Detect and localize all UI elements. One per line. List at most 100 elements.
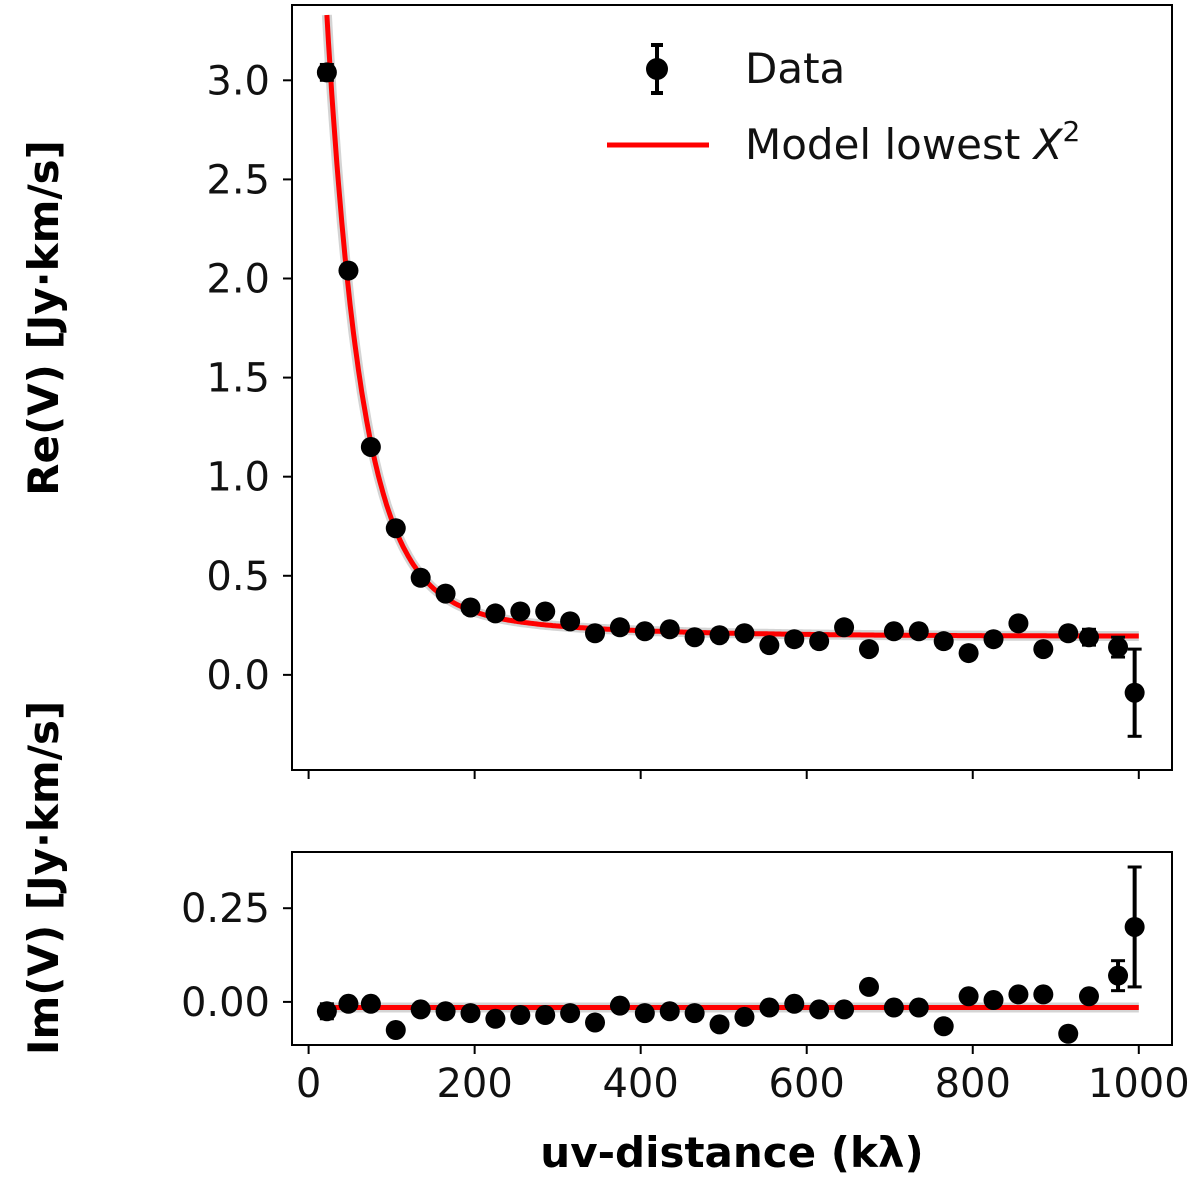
re-v-marker (858, 639, 879, 660)
legend-data-marker (646, 43, 668, 95)
re-v-marker (709, 625, 730, 646)
im-v-data-point (1008, 984, 1029, 1005)
re-v-y-axis: 0.0 0.5 1.0 1.5 2.0 2.5 3.0 (206, 58, 292, 699)
im-v-xtick-label: 400 (602, 1061, 678, 1107)
im-v-data-point (1108, 959, 1129, 993)
re-v-ytick-label: 2.5 (206, 157, 270, 203)
re-v-marker (609, 617, 630, 638)
re-v-data-point (834, 617, 855, 638)
im-v-data-point (958, 986, 979, 1007)
im-v-data-point (1078, 986, 1099, 1007)
re-v-marker (659, 619, 680, 640)
im-v-ytick-label: 0.00 (181, 980, 270, 1026)
im-v-ytick-label: 0.25 (181, 886, 270, 932)
re-v-panel: 0.0 0.5 1.0 1.5 2.0 2.5 3.0 Re(V) [Jy·km/s] (19, 4, 1173, 779)
im-v-marker (883, 997, 904, 1018)
im-v-marker (1124, 916, 1145, 937)
re-v-marker (684, 627, 705, 648)
re-v-x-axis (307, 770, 1140, 779)
im-v-data-point (659, 1001, 680, 1022)
re-v-data-point (1124, 647, 1145, 738)
re-v-data-point (1108, 635, 1129, 659)
re-v-data-point (585, 623, 606, 644)
im-v-data-point (1058, 1023, 1079, 1044)
re-v-marker (338, 260, 359, 281)
im-v-marker (634, 1003, 655, 1024)
im-v-data-point (510, 1005, 531, 1026)
re-v-data-point (809, 631, 830, 652)
re-v-data-point (883, 621, 904, 642)
re-v-marker (535, 601, 556, 622)
re-v-marker (385, 518, 406, 539)
im-v-marker (535, 1005, 556, 1026)
re-v-ytick-label: 1.0 (206, 455, 270, 501)
im-v-marker (958, 986, 979, 1007)
im-v-data-point (360, 993, 381, 1014)
re-v-data-point (1033, 639, 1054, 660)
im-v-marker (609, 995, 630, 1016)
re-v-marker (1078, 627, 1099, 648)
re-v-data-point (560, 611, 581, 632)
im-v-data-point (410, 999, 431, 1020)
re-v-data-point (759, 635, 780, 656)
im-v-data-point (1124, 865, 1145, 989)
im-v-marker (784, 993, 805, 1014)
im-v-marker (585, 1012, 606, 1033)
im-v-data-point (784, 993, 805, 1014)
re-v-data-point (316, 62, 337, 83)
re-v-data-point (684, 627, 705, 648)
uv-distance-xlabel: uv-distance (kλ) (540, 1128, 923, 1177)
re-v-data-point (360, 436, 381, 457)
re-v-data-layer (316, 62, 1145, 738)
im-v-data-point (338, 993, 359, 1014)
im-v-data-point (684, 1003, 705, 1024)
im-v-xtick-label: 200 (436, 1061, 512, 1107)
re-v-marker (1058, 623, 1079, 644)
im-v-marker (560, 1003, 581, 1024)
im-v-marker (1008, 984, 1029, 1005)
re-v-marker (908, 621, 929, 642)
im-v-data-point (435, 1001, 456, 1022)
re-v-data-point (385, 518, 406, 539)
im-v-marker (734, 1006, 755, 1027)
im-v-marker (1033, 984, 1054, 1005)
re-v-data-point (435, 583, 456, 604)
im-v-marker (809, 999, 830, 1020)
im-v-xtick-label: 800 (935, 1061, 1011, 1107)
re-v-plot-frame (291, 4, 1173, 771)
re-v-data-point (510, 601, 531, 622)
legend-model-label-prefix: Model lowest (745, 120, 1034, 169)
re-v-data-point (1078, 627, 1099, 648)
im-v-marker (460, 1003, 481, 1024)
re-v-data-point (1008, 613, 1029, 634)
im-v-data-point (983, 990, 1004, 1011)
re-v-marker (510, 601, 531, 622)
im-v-data-point (1033, 984, 1054, 1005)
im-v-marker (709, 1014, 730, 1035)
legend: Data Model lowest X2 (607, 43, 1080, 169)
re-v-marker (759, 635, 780, 656)
re-v-marker (883, 621, 904, 642)
im-v-marker (485, 1008, 506, 1029)
im-v-xtick-label: 600 (769, 1061, 845, 1107)
legend-model-label: Model lowest X2 (745, 115, 1080, 169)
im-v-data-point (585, 1012, 606, 1033)
re-v-marker (485, 603, 506, 624)
im-v-xtick-label: 0 (296, 1061, 321, 1107)
im-v-data-point (883, 997, 904, 1018)
re-v-data-point (1058, 623, 1079, 644)
im-v-data-point (316, 1001, 337, 1022)
im-v-data-layer (316, 865, 1145, 1044)
re-v-marker (734, 623, 755, 644)
re-v-data-point (983, 629, 1004, 650)
im-v-marker (908, 997, 929, 1018)
im-v-data-point (933, 1016, 954, 1037)
re-v-data-point (784, 629, 805, 650)
im-v-data-point (734, 1006, 755, 1027)
re-v-data-point (734, 623, 755, 644)
im-v-marker (759, 997, 780, 1018)
re-v-marker (435, 583, 456, 604)
re-v-data-point (535, 601, 556, 622)
im-v-data-point (460, 1003, 481, 1024)
re-v-marker (360, 436, 381, 457)
